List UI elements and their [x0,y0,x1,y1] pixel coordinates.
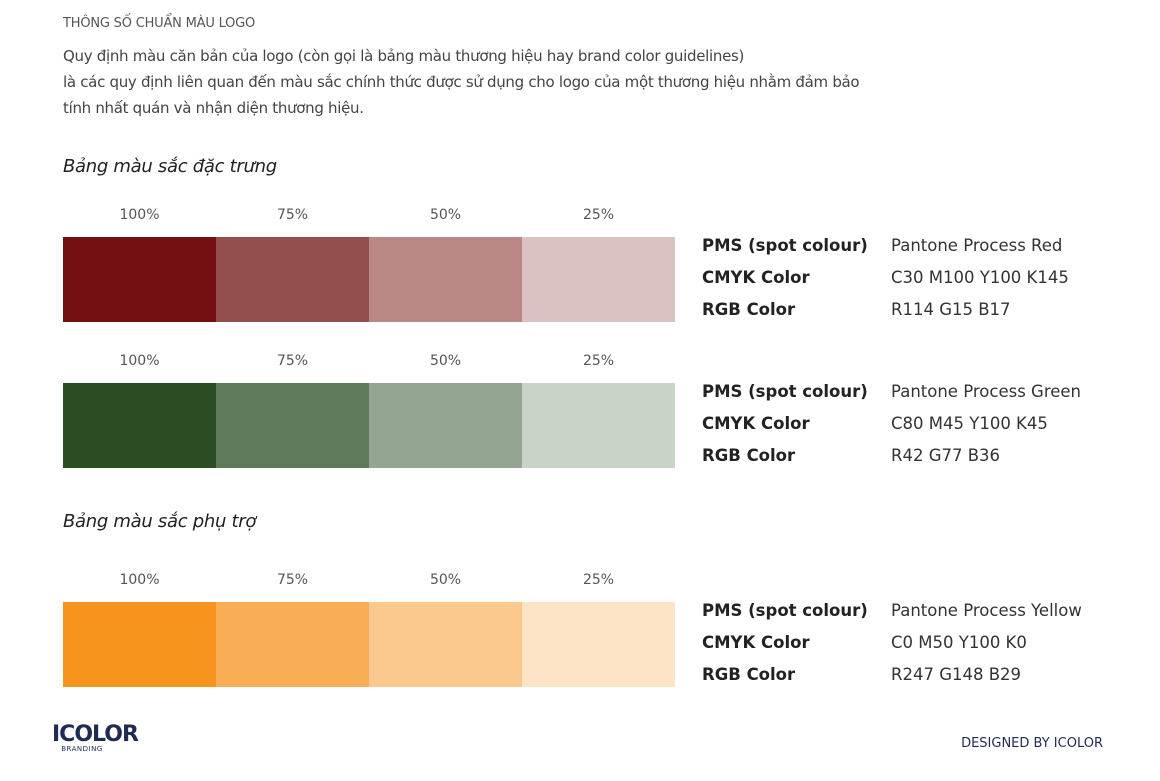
color-swatch [369,602,522,687]
color-swatch [63,602,216,687]
percent-label: 50% [429,572,462,588]
pms-value: Pantone Process Red [891,236,1063,255]
color-spec: PMS (spot colour) Pantone Process Yellow C… [702,595,1082,691]
intro-text: Quy định màu căn bản của logo (còn gọi l… [63,43,963,121]
cmyk-label: CMYK Color [702,633,810,652]
percent-label: 50% [429,207,462,223]
color-swatch [369,237,522,322]
rgb-label: RGB Color [702,300,796,319]
color-spec: PMS (spot colour) Pantone Process Green CM… [702,376,1081,472]
color-swatch-bar [63,237,675,322]
intro-line: Quy định màu căn bản của logo (còn gọi l… [63,47,745,65]
percent-label: 75% [276,207,309,223]
rgb-value: R247 G148 B29 [891,665,1022,684]
rgb-label: RGB Color [702,665,796,684]
rgb-value: R42 G77 B36 [891,446,1001,465]
color-spec: PMS (spot colour) Pantone Process Red CMYK… [702,230,1069,326]
percent-label: 25% [582,572,615,588]
color-swatch [63,237,216,322]
section-primary-heading: Bảng màu sắc đặc trưng [63,156,277,177]
icolor-logo: ICOLOR BRANDING [52,722,139,753]
percent-label: 75% [276,353,309,369]
cmyk-label: CMYK Color [702,268,810,287]
cmyk-value: C80 M45 Y100 K45 [891,414,1048,433]
cmyk-value: C30 M100 Y100 K145 [891,268,1069,287]
color-swatch [522,383,675,468]
cmyk-value: C0 M50 Y100 K0 [891,633,1027,652]
cmyk-label: CMYK Color [702,414,810,433]
pms-label: PMS (spot colour) [702,382,868,401]
color-swatch [216,383,369,468]
page-title: THÔNG SỐ CHUẨN MÀU LOGO [63,16,256,31]
designed-by: DESIGNED BY ICOLOR [961,736,1103,751]
percent-label: 25% [582,207,615,223]
pms-label: PMS (spot colour) [702,236,868,255]
percent-label: 100% [119,207,160,223]
color-swatch-bar [63,602,675,687]
color-swatch-bar [63,383,675,468]
color-swatch [216,602,369,687]
logo-text: ICOLOR [52,722,139,747]
color-swatch [522,237,675,322]
rgb-value: R114 G15 B17 [891,300,1011,319]
color-swatch [63,383,216,468]
intro-line: là các quy định liên quan đến màu sắc ch… [63,73,860,91]
color-swatch [522,602,675,687]
percent-label: 100% [119,572,160,588]
percent-label: 100% [119,353,160,369]
pms-value: Pantone Process Green [891,382,1081,401]
pms-label: PMS (spot colour) [702,601,868,620]
color-swatch [216,237,369,322]
percent-label: 50% [429,353,462,369]
section-secondary-heading: Bảng màu sắc phụ trợ [63,511,257,532]
logo-subtext: BRANDING [61,745,103,753]
color-swatch [369,383,522,468]
rgb-label: RGB Color [702,446,796,465]
pms-value: Pantone Process Yellow [891,601,1082,620]
percent-label: 75% [276,572,309,588]
percent-label: 25% [582,353,615,369]
intro-line: tính nhất quán và nhận diện thương hiệu. [63,99,364,117]
